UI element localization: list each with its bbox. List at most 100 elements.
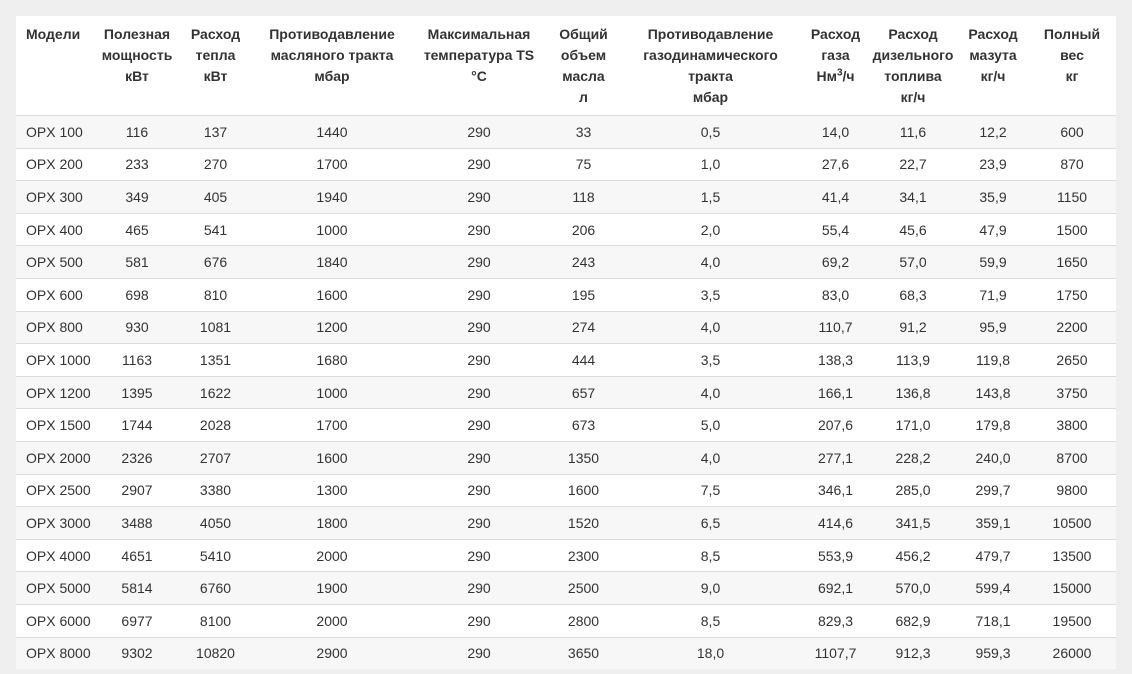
cell-total-weight: 19500 xyxy=(1028,603,1116,637)
cell-useful-power: 349 xyxy=(98,180,176,214)
cell-max-temperature: 290 xyxy=(409,506,549,540)
cell-gas-backpressure: 4,0 xyxy=(618,245,803,279)
cell-total-weight: 26000 xyxy=(1028,636,1116,670)
cell-gas-backpressure: 2,0 xyxy=(618,212,803,246)
cell-oil-backpressure: 2000 xyxy=(255,538,409,572)
cell-gas-backpressure: 4,0 xyxy=(618,440,803,475)
cell-oil-backpressure: 2900 xyxy=(255,636,409,670)
cell-oil-volume: 657 xyxy=(549,375,618,409)
cell-fuel-oil-consumption: 95,9 xyxy=(958,310,1028,344)
cell-gas-consumption: 414,6 xyxy=(803,506,868,540)
header-useful-power: Полезная мощность кВт xyxy=(98,16,176,116)
cell-max-temperature: 290 xyxy=(409,147,549,181)
cell-oil-backpressure: 2000 xyxy=(255,603,409,637)
cell-heat-consumption: 270 xyxy=(176,147,255,181)
cell-heat-consumption: 676 xyxy=(176,245,255,279)
cell-oil-volume: 118 xyxy=(549,180,618,214)
cell-model: OPX 400 xyxy=(16,212,98,246)
header-row: Модели Полезная мощность кВт Расход тепл… xyxy=(16,16,1116,116)
cell-model: OPX 1200 xyxy=(16,375,98,409)
cell-diesel-consumption: 113,9 xyxy=(868,343,958,377)
cell-diesel-consumption: 570,0 xyxy=(868,571,958,605)
cell-model: OPX 100 xyxy=(16,115,98,149)
cell-total-weight: 9800 xyxy=(1028,473,1116,507)
table-row: OPX 2000 2326 2707 1600 290 1350 4,0 277,1 228,2… xyxy=(16,440,1116,475)
cell-useful-power: 116 xyxy=(98,115,176,149)
cell-oil-volume: 3650 xyxy=(549,636,618,670)
cell-heat-consumption: 4050 xyxy=(176,506,255,540)
cell-max-temperature: 290 xyxy=(409,440,549,475)
cell-fuel-oil-consumption: 47,9 xyxy=(958,212,1028,246)
cell-oil-backpressure: 1600 xyxy=(255,440,409,475)
cell-oil-volume: 195 xyxy=(549,277,618,312)
cell-heat-consumption: 1622 xyxy=(176,375,255,409)
cell-heat-consumption: 3380 xyxy=(176,473,255,507)
table-row: OPX 400 465 541 1000 290 206 2,0 55,4 45,6 47,9 15… xyxy=(16,212,1116,246)
cell-fuel-oil-consumption: 12,2 xyxy=(958,115,1028,149)
table-row: OPX 800 930 1081 1200 290 274 4,0 110,7 91,2 95,9… xyxy=(16,310,1116,344)
cell-diesel-consumption: 45,6 xyxy=(868,212,958,246)
cell-total-weight: 600 xyxy=(1028,115,1116,149)
table-row: OPX 100 116 137 1440 290 33 0,5 14,0 11,6 12,2 600 xyxy=(16,115,1116,149)
cell-total-weight: 13500 xyxy=(1028,538,1116,572)
cell-gas-consumption: 166,1 xyxy=(803,375,868,409)
cell-fuel-oil-consumption: 35,9 xyxy=(958,180,1028,214)
cell-gas-consumption: 346,1 xyxy=(803,473,868,507)
cell-total-weight: 1750 xyxy=(1028,277,1116,312)
specs-table-container: Модели Полезная мощность кВт Расход тепл… xyxy=(16,16,1116,670)
cell-max-temperature: 290 xyxy=(409,245,549,279)
cell-oil-backpressure: 1000 xyxy=(255,212,409,246)
cell-heat-consumption: 810 xyxy=(176,277,255,312)
cell-total-weight: 8700 xyxy=(1028,440,1116,475)
cell-max-temperature: 290 xyxy=(409,375,549,409)
cell-total-weight: 2650 xyxy=(1028,343,1116,377)
cell-total-weight: 1150 xyxy=(1028,180,1116,214)
cell-gas-backpressure: 5,0 xyxy=(618,408,803,442)
cell-gas-consumption: 110,7 xyxy=(803,310,868,344)
cell-useful-power: 5814 xyxy=(98,571,176,605)
cell-diesel-consumption: 285,0 xyxy=(868,473,958,507)
header-gas-consumption: Расход газа Нм3/ч xyxy=(803,16,868,116)
header-oil-backpressure: Противодавление масляного тракта мбар xyxy=(255,16,409,116)
table-row: OPX 1200 1395 1622 1000 290 657 4,0 166,1 136,8 1… xyxy=(16,375,1116,409)
cell-gas-backpressure: 18,0 xyxy=(618,636,803,670)
cell-max-temperature: 290 xyxy=(409,473,549,507)
cell-fuel-oil-consumption: 299,7 xyxy=(958,473,1028,507)
table-row: OPX 1500 1744 2028 1700 290 673 5,0 207,6 171,0 1… xyxy=(16,408,1116,442)
cell-oil-volume: 1350 xyxy=(549,440,618,475)
cell-oil-backpressure: 1900 xyxy=(255,571,409,605)
cell-heat-consumption: 5410 xyxy=(176,538,255,572)
cell-diesel-consumption: 912,3 xyxy=(868,636,958,670)
cell-model: OPX 6000 xyxy=(16,603,98,637)
cell-total-weight: 10500 xyxy=(1028,506,1116,540)
cell-gas-backpressure: 8,5 xyxy=(618,538,803,572)
cell-oil-backpressure: 1200 xyxy=(255,310,409,344)
cell-gas-backpressure: 0,5 xyxy=(618,115,803,149)
cell-model: OPX 800 xyxy=(16,310,98,344)
cell-useful-power: 233 xyxy=(98,147,176,181)
cell-diesel-consumption: 22,7 xyxy=(868,147,958,181)
cell-model: OPX 200 xyxy=(16,147,98,181)
cell-fuel-oil-consumption: 359,1 xyxy=(958,506,1028,540)
cell-max-temperature: 290 xyxy=(409,408,549,442)
cell-oil-volume: 2300 xyxy=(549,538,618,572)
cell-diesel-consumption: 456,2 xyxy=(868,538,958,572)
cell-gas-consumption: 27,6 xyxy=(803,147,868,181)
specs-table-body: OPX 100 116 137 1440 290 33 0,5 14,0 11,6 12,2 600… xyxy=(16,115,1116,670)
header-total-weight: Полный вес кг xyxy=(1028,16,1116,116)
cell-oil-volume: 2500 xyxy=(549,571,618,605)
cell-heat-consumption: 2707 xyxy=(176,440,255,475)
cell-gas-consumption: 553,9 xyxy=(803,538,868,572)
specs-table: Модели Полезная мощность кВт Расход тепл… xyxy=(16,16,1116,670)
cell-model: OPX 8000 xyxy=(16,636,98,670)
cell-useful-power: 4651 xyxy=(98,538,176,572)
cell-total-weight: 1500 xyxy=(1028,212,1116,246)
cell-diesel-consumption: 228,2 xyxy=(868,440,958,475)
cell-useful-power: 1395 xyxy=(98,375,176,409)
cell-gas-consumption: 41,4 xyxy=(803,180,868,214)
table-row: OPX 3000 3488 4050 1800 290 1520 6,5 414,6 341,5… xyxy=(16,506,1116,540)
cell-oil-backpressure: 1800 xyxy=(255,506,409,540)
cell-useful-power: 6977 xyxy=(98,603,176,637)
table-row: OPX 6000 6977 8100 2000 290 2800 8,5 829,3 682,9… xyxy=(16,603,1116,637)
cell-useful-power: 1163 xyxy=(98,343,176,377)
